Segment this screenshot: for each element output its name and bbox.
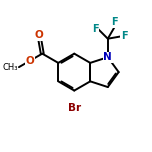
Text: F: F [111,17,118,27]
Text: CH₃: CH₃ [2,63,18,72]
Text: F: F [92,24,98,34]
Text: Br: Br [68,103,81,113]
Text: F: F [121,31,128,41]
Text: O: O [35,30,43,40]
Text: O: O [25,56,34,66]
Text: N: N [103,52,112,62]
